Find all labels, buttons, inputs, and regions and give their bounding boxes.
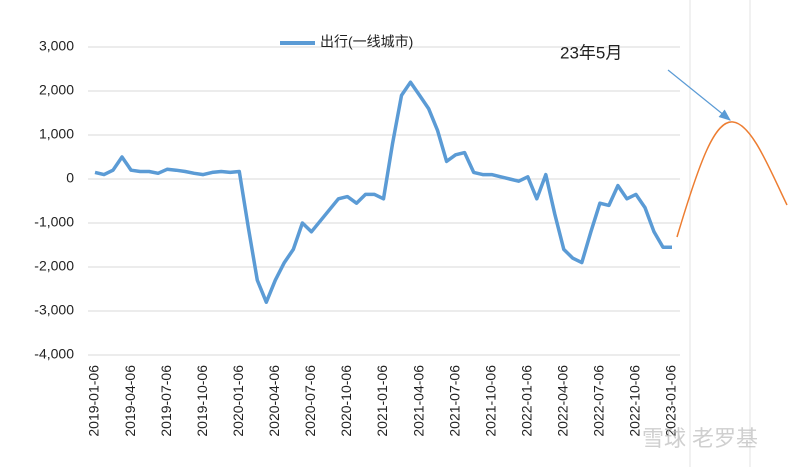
x-tick-label: 2022-07-06 [591,365,607,437]
x-tick-label: 2020-07-06 [302,365,318,437]
y-tick-label: 0 [66,170,74,186]
y-tick-label: 1,000 [39,126,74,142]
series-line [94,80,672,304]
x-tick-label: 2022-04-06 [555,365,571,437]
x-tick-label: 2019-01-06 [86,365,102,437]
y-tick-label: -1,000 [34,214,74,230]
x-tick-label: 2019-04-06 [122,365,138,437]
watermark: 雪球 老罗基 [642,426,758,451]
x-tick-label: 2021-10-06 [482,365,498,437]
x-tick-label: 2022-01-06 [518,365,534,437]
annotation: 23年5月 [560,43,622,62]
x-tick-label: 2021-04-06 [410,365,426,437]
x-tick-label: 2023-01-06 [663,365,679,437]
x-tick-label: 2020-04-06 [266,365,282,437]
x-tick-label: 2022-10-06 [627,365,643,437]
y-tick-label: 3,000 [39,38,74,54]
y-tick-label: 2,000 [39,82,74,98]
plot-area: -4,000 -3,000 -2,000 -1,000 0 1,000 2,000 3,000… [34,38,680,437]
x-tick-label: 2020-01-06 [230,365,246,437]
x-tick-label: 2019-10-06 [194,365,210,437]
x-tick-label: 2021-01-06 [374,365,390,437]
y-tick-label: -2,000 [34,258,74,274]
x-tick-label: 2019-07-06 [158,365,174,437]
y-tick-label: -4,000 [34,346,74,362]
forecast-curve [676,121,788,238]
annotation-arrow [667,69,731,121]
legend-label: 出行(一线城市) [320,34,413,50]
x-tick-label: 2021-07-06 [446,365,462,437]
y-tick-label: -3,000 [34,302,74,318]
x-tick-label: 2020-10-06 [338,365,354,437]
